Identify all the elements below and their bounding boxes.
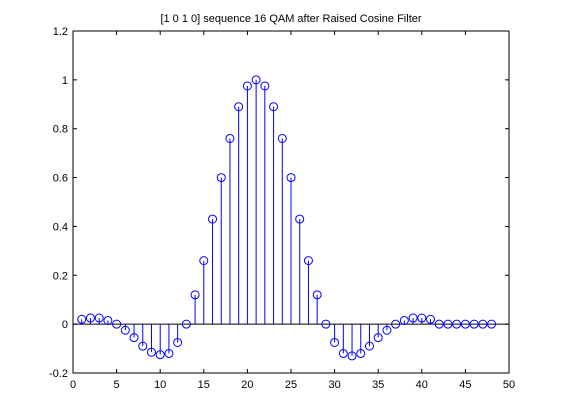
stem-marker [286, 173, 296, 183]
stem-marker [487, 319, 497, 329]
stem-marker [408, 313, 418, 323]
stem-marker [181, 319, 191, 329]
stem-marker [225, 133, 235, 143]
stem-marker [112, 319, 122, 329]
stem-marker [120, 325, 130, 335]
stem-marker [391, 319, 401, 329]
y-tick-label: 0.8 [53, 124, 68, 136]
stem-marker [426, 314, 436, 324]
stem-marker [269, 102, 279, 112]
stem-marker [373, 333, 383, 343]
x-tick-label: 40 [416, 379, 428, 391]
stem-marker [216, 173, 226, 183]
stem-marker [382, 325, 392, 335]
stem-marker [399, 315, 409, 325]
stem-marker [129, 333, 139, 343]
x-tick-label: 50 [503, 379, 515, 391]
stem-marker [77, 314, 87, 324]
x-tick-label: 45 [459, 379, 471, 391]
stem-marker [295, 214, 305, 224]
y-tick-label: 0 [62, 319, 68, 331]
x-tick-label: 10 [154, 379, 166, 391]
y-tick-label: 1.2 [53, 26, 68, 38]
stem-marker [85, 313, 95, 323]
stem-marker [208, 214, 218, 224]
y-tick-label: 0.4 [53, 221, 68, 233]
stem-marker [478, 319, 488, 329]
stem-marker [303, 256, 313, 266]
stem-marker [94, 313, 104, 323]
stem-marker [155, 350, 165, 360]
stem-marker [330, 337, 340, 347]
stem-marker [460, 319, 470, 329]
stem-marker [251, 75, 261, 85]
stem-marker [434, 319, 444, 329]
chart-title: [1 0 1 0] sequence 16 QAM after Raised C… [160, 13, 421, 25]
y-tick-label: 0.2 [53, 270, 68, 282]
stem-marker [199, 256, 209, 266]
stem-marker [138, 341, 148, 351]
stem-marker [277, 133, 287, 143]
x-tick-label: 5 [114, 379, 120, 391]
stem-marker [173, 337, 183, 347]
x-tick-label: 25 [285, 379, 297, 391]
stem-marker [190, 290, 200, 300]
stem-marker [164, 348, 174, 358]
y-tick-label: -0.2 [49, 368, 68, 380]
stem-marker [234, 102, 244, 112]
stem-marker [260, 81, 270, 91]
plot-area: 0 5 10 15 20 25 30 35 40 45 50-0.200.20.40.60.811.… [49, 26, 515, 391]
stem-marker [146, 347, 156, 357]
x-tick-label: 20 [241, 379, 253, 391]
stem-marker [242, 81, 252, 91]
x-tick-label: 35 [372, 379, 384, 391]
stem-marker [103, 315, 113, 325]
stem-marker [356, 348, 366, 358]
stem-marker [452, 319, 462, 329]
y-tick-label: 0.6 [53, 173, 68, 185]
stem-marker [417, 313, 427, 323]
y-tick-label: 1 [62, 75, 68, 87]
stem-marker [347, 351, 357, 361]
x-tick-label: 15 [198, 379, 210, 391]
stem-marker [312, 290, 322, 300]
stem-marker [364, 341, 374, 351]
stem-marker [443, 319, 453, 329]
stem-marker [469, 319, 479, 329]
stem-marker [338, 348, 348, 358]
x-tick-label: 0 [70, 379, 76, 391]
x-tick-label: 30 [328, 379, 340, 391]
stem-marker [321, 319, 331, 329]
